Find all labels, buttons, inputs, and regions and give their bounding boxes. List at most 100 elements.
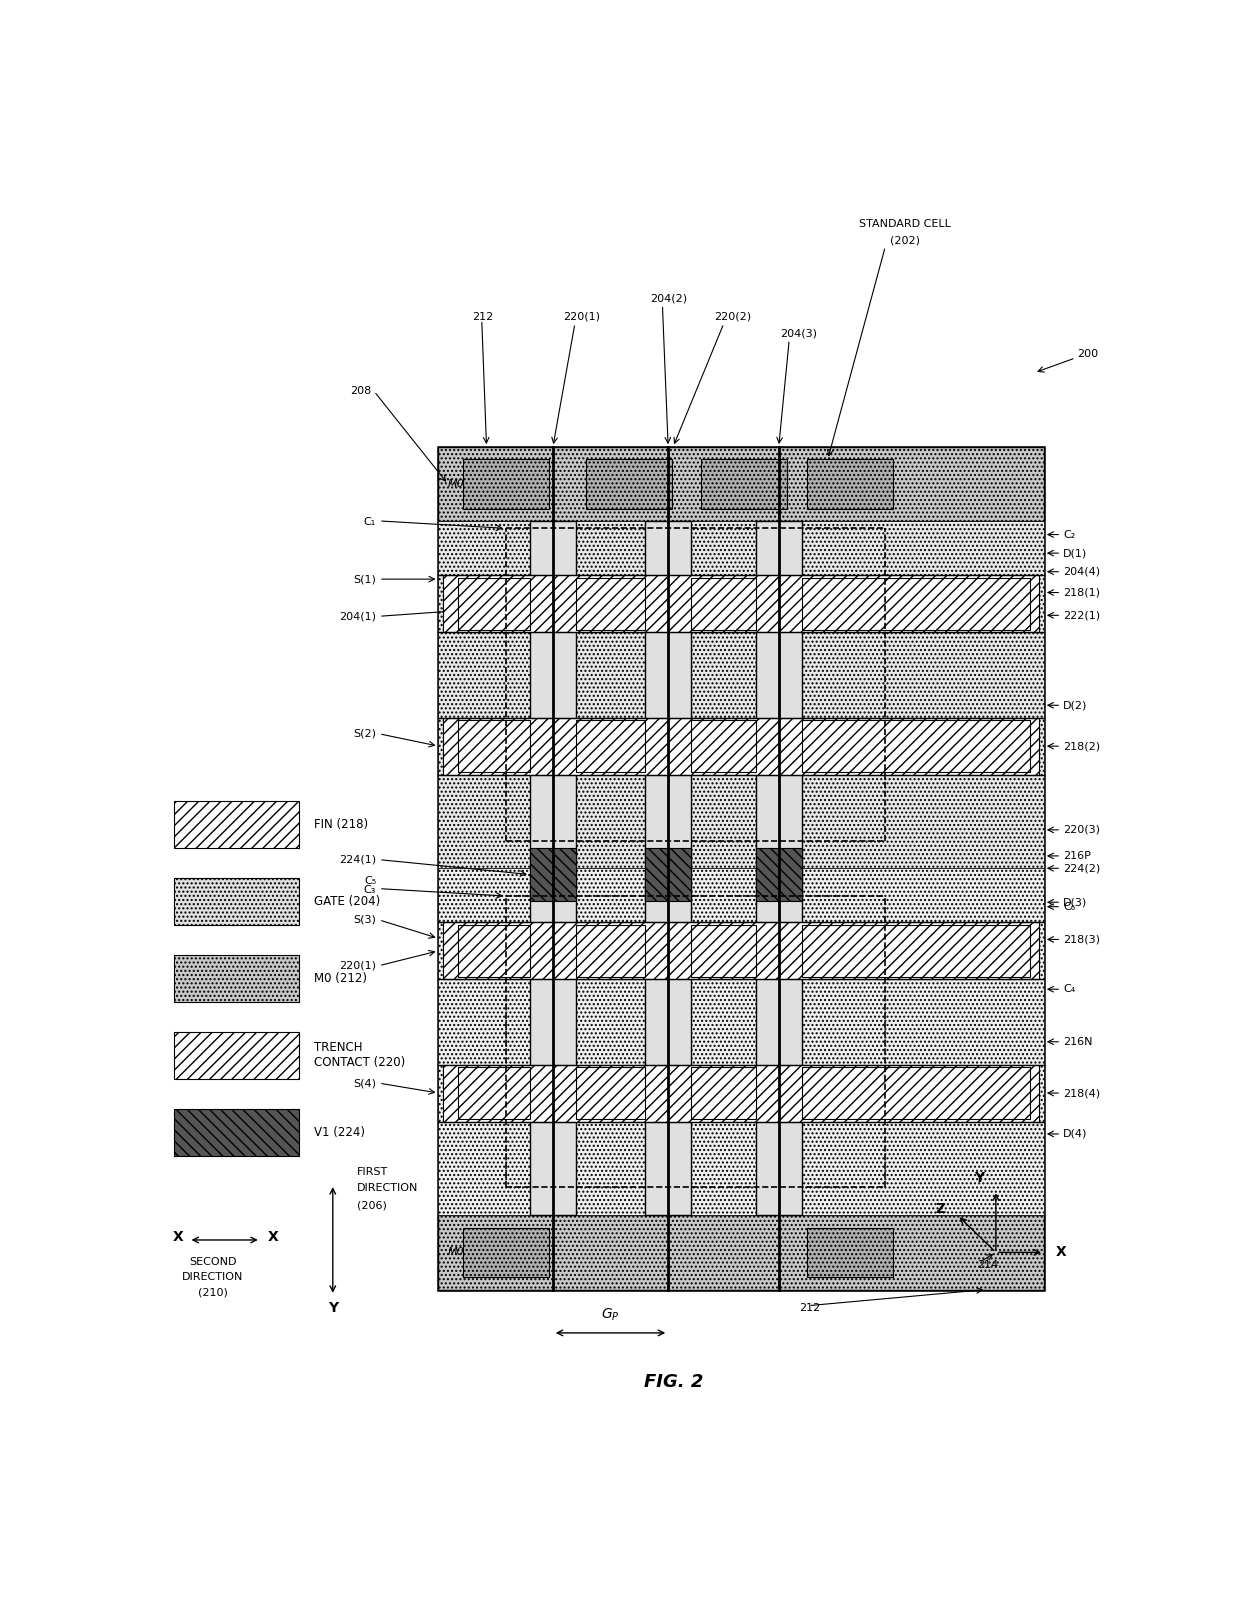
Bar	[444, 922, 1039, 980]
Bar	[174, 1109, 299, 1155]
Bar	[755, 521, 802, 1215]
Text: D(4): D(4)	[1063, 1130, 1087, 1139]
Text: C₅: C₅	[363, 875, 376, 885]
Text: C₁: C₁	[363, 516, 376, 528]
Text: D(1): D(1)	[1063, 549, 1087, 558]
Text: 212: 212	[799, 1303, 820, 1313]
Text: SECOND: SECOND	[188, 1257, 237, 1268]
Bar	[458, 1067, 529, 1118]
Text: Y: Y	[975, 1171, 985, 1186]
Text: S(4): S(4)	[353, 1078, 376, 1088]
Bar	[174, 1031, 299, 1080]
Bar	[585, 460, 672, 508]
Bar	[691, 721, 755, 772]
Text: C₂: C₂	[1063, 529, 1075, 539]
Text: 224(1): 224(1)	[339, 854, 376, 864]
Bar	[439, 869, 1044, 1215]
Bar	[444, 576, 1039, 632]
Text: D(3): D(3)	[1063, 898, 1087, 907]
Text: 204(1): 204(1)	[339, 611, 376, 621]
Bar	[463, 1228, 549, 1278]
Bar	[529, 521, 575, 1215]
Text: TRENCH
CONTACT (220): TRENCH CONTACT (220)	[314, 1041, 404, 1070]
Text: DIRECTION: DIRECTION	[182, 1273, 243, 1282]
Text: (206): (206)	[357, 1200, 387, 1210]
Text: C₄: C₄	[1063, 985, 1075, 994]
Text: 204(4): 204(4)	[1063, 566, 1100, 576]
Bar	[174, 879, 299, 925]
Bar	[439, 447, 1044, 521]
Bar	[802, 925, 1029, 977]
Text: X: X	[268, 1231, 278, 1244]
Text: (202): (202)	[889, 235, 920, 245]
Text: 204(2): 204(2)	[650, 293, 687, 304]
Bar	[691, 1067, 755, 1118]
Bar	[575, 721, 645, 772]
Text: 220(3): 220(3)	[1063, 825, 1100, 835]
Text: DIRECTION: DIRECTION	[357, 1183, 418, 1192]
Bar	[575, 925, 645, 977]
Text: 220(1): 220(1)	[339, 961, 376, 970]
Text: S(2): S(2)	[353, 729, 376, 739]
Bar	[444, 1065, 1039, 1121]
Bar	[691, 925, 755, 977]
Text: S(3): S(3)	[353, 916, 376, 925]
Text: (210): (210)	[197, 1287, 228, 1297]
Text: 220(2): 220(2)	[714, 312, 751, 322]
Text: 220(1): 220(1)	[563, 312, 600, 322]
Text: 216N: 216N	[1063, 1036, 1092, 1047]
Text: 214: 214	[977, 1260, 998, 1270]
Text: 204(3): 204(3)	[780, 328, 817, 338]
Text: X: X	[174, 1231, 184, 1244]
Bar	[575, 578, 645, 631]
Bar	[439, 1215, 1044, 1289]
Bar	[755, 848, 802, 901]
Bar	[645, 521, 691, 1215]
Bar	[806, 460, 893, 508]
Text: S(1): S(1)	[353, 574, 376, 584]
Bar	[806, 1228, 893, 1278]
Text: Y: Y	[327, 1302, 337, 1315]
Text: FIG. 2: FIG. 2	[645, 1374, 703, 1392]
Text: 200: 200	[1078, 349, 1099, 359]
Text: M0: M0	[448, 1247, 465, 1257]
Bar	[463, 460, 549, 508]
Text: FIRST: FIRST	[357, 1167, 388, 1176]
Bar	[458, 578, 529, 631]
Text: 212: 212	[472, 312, 494, 322]
Text: 224(2): 224(2)	[1063, 864, 1100, 874]
Bar	[691, 578, 755, 631]
Text: FIN (218): FIN (218)	[314, 819, 368, 832]
Text: 222(1): 222(1)	[1063, 610, 1100, 621]
Text: C₆: C₆	[1063, 901, 1075, 912]
Bar	[439, 447, 1044, 1289]
Text: $G_P$: $G_P$	[601, 1307, 620, 1323]
Text: M0: M0	[448, 479, 465, 489]
Text: 216P: 216P	[1063, 851, 1091, 861]
Text: 218(1): 218(1)	[1063, 587, 1100, 597]
Bar	[458, 721, 529, 772]
Text: M0 (212): M0 (212)	[314, 972, 367, 985]
Text: 208: 208	[350, 386, 371, 396]
Text: 218(4): 218(4)	[1063, 1088, 1100, 1097]
Text: C₃: C₃	[363, 885, 376, 895]
Text: V1 (224): V1 (224)	[314, 1126, 365, 1139]
Bar	[802, 578, 1029, 631]
Bar	[458, 925, 529, 977]
Text: GATE (204): GATE (204)	[314, 895, 379, 907]
Text: X: X	[1055, 1245, 1066, 1260]
Bar	[701, 460, 787, 508]
Text: STANDARD CELL: STANDARD CELL	[858, 219, 951, 228]
Bar	[645, 848, 691, 901]
Text: 218(3): 218(3)	[1063, 935, 1100, 944]
Text: Z: Z	[936, 1202, 946, 1216]
Bar	[174, 801, 299, 848]
Bar	[802, 721, 1029, 772]
Text: D(2): D(2)	[1063, 700, 1087, 710]
Bar	[575, 1067, 645, 1118]
Bar	[802, 1067, 1029, 1118]
Bar	[439, 521, 1044, 869]
Bar	[444, 718, 1039, 774]
Bar	[529, 848, 575, 901]
Bar	[174, 956, 299, 1002]
